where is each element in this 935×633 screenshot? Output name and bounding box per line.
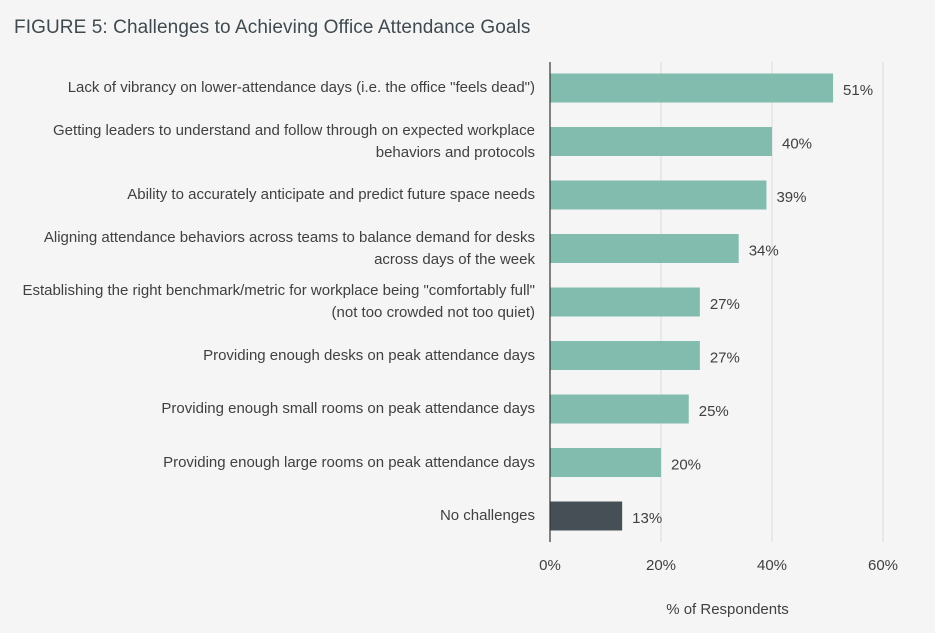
bar xyxy=(550,341,700,370)
x-tick-label: 0% xyxy=(539,557,561,574)
category-label: Providing enough large rooms on peak att… xyxy=(163,453,535,471)
data-label: 27% xyxy=(710,350,740,367)
category-label: Providing enough small rooms on peak att… xyxy=(161,400,535,417)
category-label: Establishing the right benchmark/metric … xyxy=(22,282,535,321)
data-label: 34% xyxy=(749,243,779,260)
chart-title: FIGURE 5: Challenges to Achieving Office… xyxy=(14,17,531,38)
data-label: 39% xyxy=(776,189,806,206)
data-label: 25% xyxy=(699,403,729,420)
x-tick-label: 40% xyxy=(757,557,787,574)
category-label: Getting leaders to understand and follow… xyxy=(53,121,535,161)
data-label: 27% xyxy=(710,296,740,313)
category-label: Providing enough desks on peak attendanc… xyxy=(203,346,535,364)
bar xyxy=(550,234,739,263)
bar xyxy=(550,448,661,477)
data-label: 51% xyxy=(843,82,873,99)
bar xyxy=(550,394,689,424)
bar xyxy=(550,287,700,317)
category-label: Ability to accurately anticipate and pre… xyxy=(127,186,535,203)
bar xyxy=(550,73,834,103)
x-tick-label: 60% xyxy=(868,557,898,574)
x-tick-label: 20% xyxy=(646,557,676,574)
data-label: 20% xyxy=(671,457,701,474)
category-label: Lack of vibrancy on lower-attendance day… xyxy=(67,79,535,96)
category-label: No challenges xyxy=(439,507,535,524)
bar xyxy=(550,180,767,210)
data-label: 40% xyxy=(782,136,812,153)
bar xyxy=(550,127,772,156)
bar xyxy=(550,501,623,531)
x-axis-label: % of Respondents xyxy=(666,601,789,618)
category-label: Aligning attendance behaviors across tea… xyxy=(43,228,535,268)
data-label: 13% xyxy=(632,510,662,527)
